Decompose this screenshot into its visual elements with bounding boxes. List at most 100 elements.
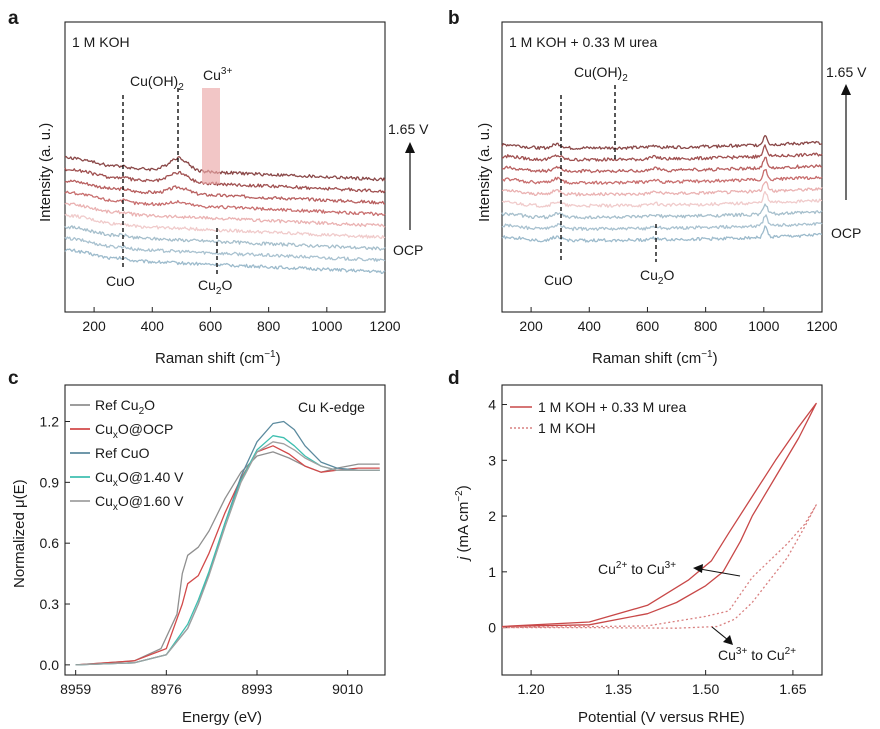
legend-cuxo-ocp-a: Cu	[95, 421, 113, 437]
x-tick-label: 600	[199, 318, 223, 334]
spectrum-line	[64, 225, 386, 251]
legend-ref-cu2o-b: O	[144, 397, 155, 413]
oxidation-arrow-head	[693, 564, 703, 573]
spectrum-line	[501, 134, 823, 151]
legend-cuxo-140-a: Cu	[95, 469, 113, 485]
cu2o-text-a: Cu	[198, 277, 216, 293]
cv-curves	[501, 402, 817, 629]
panel-b-title: 1 M KOH + 0.33 M urea	[509, 34, 657, 50]
x-tick-label: 1.35	[605, 681, 632, 697]
x-tick-label: 1000	[748, 318, 779, 334]
y-axis-label-d-mid: (mA cm	[455, 502, 472, 557]
ann1-sup1: 2+	[616, 560, 628, 571]
spectrum-line	[502, 168, 823, 185]
y-axis-label-b: Intensity (a. u.)	[476, 123, 493, 222]
y-tick-label: 4	[488, 397, 496, 413]
spectrum-line	[64, 190, 386, 217]
y-axis-label-c-mu: μ	[11, 499, 28, 508]
x-axis-label-a-tail: )	[276, 350, 281, 367]
x-axis-label-b-sup: −1	[701, 349, 713, 360]
plot-frame-d	[501, 384, 823, 676]
panel-a-title: 1 M KOH	[72, 34, 130, 50]
legend-label-koh-urea: 1 M KOH + 0.33 M urea	[538, 399, 686, 415]
spectrum-line	[64, 202, 386, 228]
ann1-cu: Cu	[598, 561, 616, 577]
raman-panel-a: 200 400 600 800 1000 1200 1 M KOH Cu(OH)2 Cu3…	[37, 21, 429, 367]
reduction-annotation: Cu3+ to Cu2+	[718, 646, 796, 663]
cu2o-sub-a: 2	[216, 286, 222, 297]
y-tick-label: 1	[488, 564, 496, 580]
cu3-text-a: Cu	[203, 67, 221, 83]
ann2-cu: Cu	[718, 647, 736, 663]
y-tick-label: 0.0	[40, 657, 60, 673]
y-tick-label: 2	[488, 508, 496, 524]
reduction-arrow-head	[723, 635, 733, 645]
y-axis-label-a: Intensity (a. u.)	[37, 123, 54, 222]
legend-c: Ref Cu2O CuxO@OCP Ref CuO CuxO@1.40 V Cu…	[70, 397, 184, 513]
spectra-b	[501, 134, 823, 243]
cuoh2-text-b: Cu(OH)	[574, 64, 622, 80]
x-axis-label-b-main: Raman shift (cm	[592, 350, 701, 367]
x-axis-label-a-main: Raman shift (cm	[155, 350, 264, 367]
x-tick-label: 800	[694, 318, 718, 334]
ann1-sup2: 3+	[665, 560, 677, 571]
ann2-to: to Cu	[747, 647, 784, 663]
order-arrow-head-b	[841, 84, 851, 95]
y-tick-label: 0.3	[40, 596, 60, 612]
xanes-curves	[75, 420, 380, 666]
legend-cuxo-140-sub: x	[113, 478, 118, 489]
spectrum-line	[501, 225, 823, 243]
cu3-sup-a: 3+	[221, 66, 233, 77]
axis-ticks-c: 8959 8976 8993 9010 0.0 0.3 0.6 0.9 1.2	[40, 414, 364, 697]
spectrum-line	[501, 156, 823, 174]
data-curve	[75, 441, 380, 666]
legend-cuxo-160-sub: x	[113, 502, 118, 513]
ann2-sup1: 3+	[736, 646, 748, 657]
y-tick-label: 3	[488, 452, 496, 468]
order-arrow-head-a	[405, 142, 415, 153]
y-tick-label: 0.6	[40, 535, 60, 551]
x-tick-label: 8976	[151, 681, 182, 697]
panel-letter-d: d	[448, 368, 460, 389]
panel-letter-b: b	[448, 8, 460, 29]
spectra-a	[64, 155, 386, 275]
y-tick-label: 1.2	[40, 414, 60, 430]
x-tick-label: 400	[141, 318, 165, 334]
x-tick-label: 400	[578, 318, 602, 334]
plot-frame-c	[64, 384, 386, 676]
x-axis-label-b-tail: )	[713, 350, 718, 367]
oxidation-annotation: Cu2+ to Cu3+	[598, 560, 676, 577]
x-tick-label: 200	[519, 318, 543, 334]
cu2o-tail-a: O	[221, 277, 232, 293]
x-axis-label-c: Energy (eV)	[182, 709, 262, 726]
data-curve	[501, 402, 817, 628]
spectrum-line	[64, 248, 386, 275]
legend-label-ref-cu2o: Ref Cu2O	[95, 397, 155, 417]
reduction-arrow-line	[711, 626, 729, 641]
spectrum-line	[64, 213, 386, 239]
cuoh2-label-a: Cu(OH)2	[130, 73, 184, 93]
cuoh2-sub-b: 2	[622, 73, 628, 84]
x-tick-label: 1.50	[692, 681, 719, 697]
x-tick-label: 800	[257, 318, 281, 334]
cuoh2-sub-a: 2	[178, 82, 184, 93]
xanes-panel-c: 8959 8976 8993 9010 0.0 0.3 0.6 0.9 1.2 Cu K-edg…	[11, 384, 386, 726]
panel-letter-c: c	[8, 368, 19, 389]
ann2-sup2: 2+	[785, 646, 797, 657]
legend-label-cuxo-160: CuxO@1.60 V	[95, 493, 184, 513]
x-axis-ticks-b: 200 400 600 800 1000 1200	[519, 307, 838, 334]
x-tick-label: 1200	[369, 318, 400, 334]
legend-ref-cu2o-sub: 2	[139, 406, 145, 417]
cu2o-sub-b: 2	[658, 276, 664, 287]
ocp-label-b: OCP	[831, 225, 861, 241]
x-tick-label: 1000	[311, 318, 342, 334]
ocp-label-a: OCP	[393, 242, 423, 258]
x-tick-label: 8993	[241, 681, 272, 697]
spectrum-line	[501, 190, 823, 208]
y-tick-label: 0	[488, 620, 496, 636]
spectrum-line	[501, 144, 823, 162]
legend-label-cuxo-ocp: CuxO@OCP	[95, 421, 173, 441]
spectrum-line	[64, 155, 386, 182]
panel-c-title: Cu K-edge	[298, 399, 365, 415]
